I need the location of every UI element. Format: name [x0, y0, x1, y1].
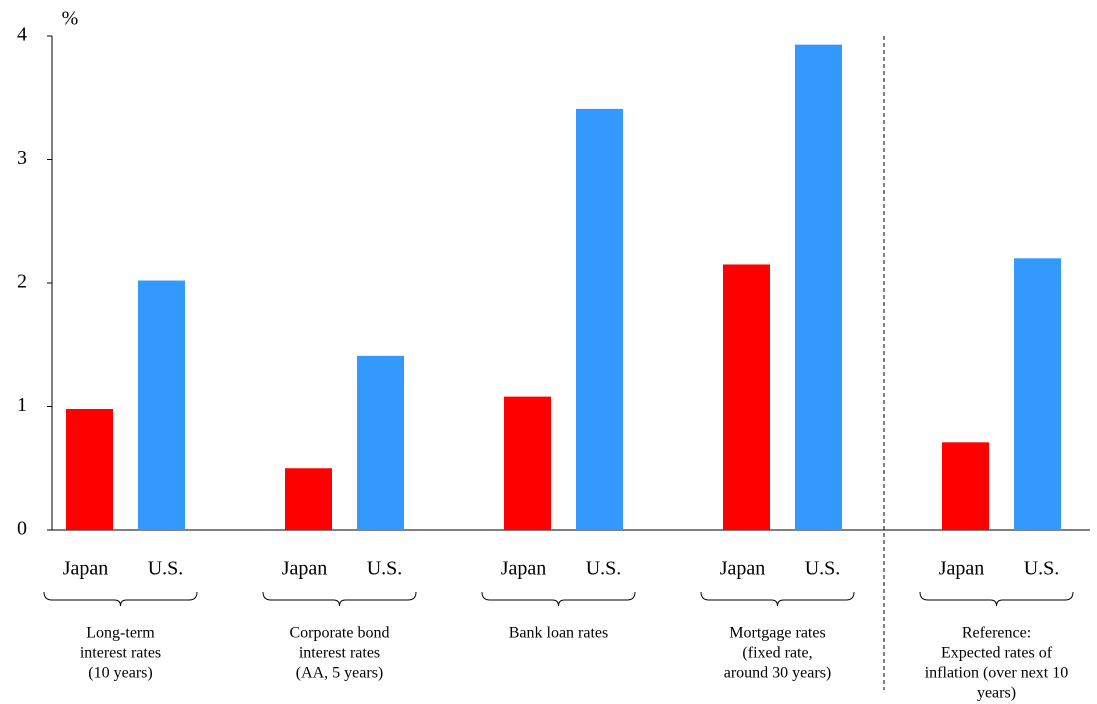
category-label: Long-term — [86, 625, 155, 642]
series-label: Japan — [720, 558, 766, 580]
category-label: Mortgage rates — [729, 625, 825, 642]
bar — [576, 108, 623, 531]
bar — [138, 280, 185, 530]
bar — [66, 408, 113, 530]
category-label: interest rates — [299, 645, 380, 662]
category-label: Corporate bond — [290, 625, 390, 642]
series-label: U.S. — [586, 558, 622, 580]
bar — [795, 44, 842, 531]
brace — [919, 591, 1074, 607]
brace — [262, 591, 417, 607]
category-label: inflation (over next 10 — [925, 665, 1069, 682]
brace — [700, 591, 855, 607]
y-tick-label: 1 — [17, 394, 27, 416]
bar — [504, 396, 551, 530]
y-tick-label: 0 — [17, 518, 27, 540]
category-label: interest rates — [80, 645, 161, 662]
brace — [481, 591, 636, 607]
series-label: U.S. — [1024, 558, 1060, 580]
category-label: (10 years) — [88, 665, 152, 682]
category-label: Bank loan rates — [509, 625, 609, 642]
bar — [942, 442, 989, 530]
series-label: Japan — [939, 558, 985, 580]
bar — [285, 468, 332, 530]
series-label: U.S. — [367, 558, 403, 580]
unit-label: % — [62, 8, 79, 30]
y-tick-label: 2 — [17, 271, 27, 293]
series-label: U.S. — [805, 558, 841, 580]
series-label: Japan — [63, 558, 109, 580]
series-label: U.S. — [148, 558, 184, 580]
category-label: around 30 years) — [724, 665, 832, 682]
brace — [43, 591, 198, 607]
series-label: Japan — [501, 558, 547, 580]
y-tick-label: 3 — [17, 147, 27, 169]
category-label: Expected rates of — [941, 645, 1053, 662]
y-tick-label: 4 — [17, 24, 27, 46]
category-label: years) — [977, 685, 1016, 702]
category-label: Reference: — [962, 625, 1031, 642]
series-label: Japan — [282, 558, 328, 580]
bar — [357, 355, 404, 530]
category-label: (AA, 5 years) — [296, 665, 384, 682]
category-label: (fixed rate, — [742, 645, 812, 662]
bar — [723, 264, 770, 530]
bar — [1014, 258, 1061, 530]
